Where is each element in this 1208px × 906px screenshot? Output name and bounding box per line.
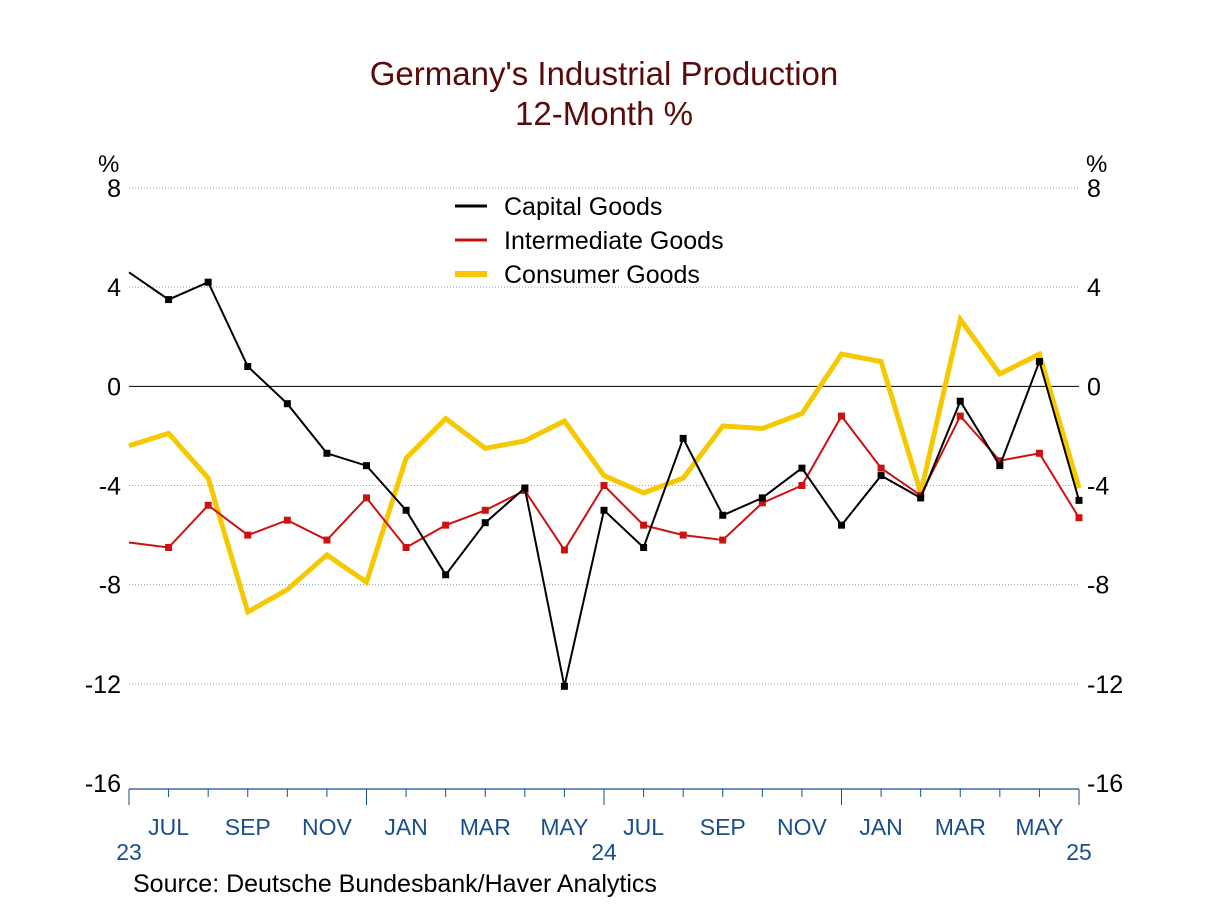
data-point-intermediate-goods	[204, 501, 212, 509]
y-tick-label-right: 0	[1087, 373, 1101, 401]
data-point-capital-goods	[560, 682, 568, 690]
data-point-capital-goods	[283, 400, 291, 408]
data-point-capital-goods	[402, 506, 410, 514]
data-point-intermediate-goods	[877, 464, 885, 472]
x-month-label: NOV	[777, 814, 828, 840]
data-point-capital-goods	[679, 434, 687, 442]
x-month-label: JUL	[623, 814, 664, 840]
x-month-label: MAR	[935, 814, 986, 840]
data-point-capital-goods	[204, 278, 212, 286]
series-layer	[128, 271, 1083, 690]
y-tick-label-left: -12	[85, 671, 121, 699]
y-tick-label-right: -8	[1087, 572, 1109, 600]
y-tick-label-left: 0	[107, 373, 121, 401]
data-point-capital-goods	[758, 494, 766, 502]
y-axis-unit-left: %	[98, 151, 119, 178]
data-point-capital-goods	[442, 571, 450, 579]
data-point-capital-goods	[521, 484, 529, 492]
data-point-capital-goods	[1075, 496, 1083, 504]
y-tick-label-left: 8	[107, 175, 121, 203]
data-point-intermediate-goods	[640, 521, 648, 529]
data-point-capital-goods	[244, 363, 252, 370]
y-tick-label-right: -16	[1087, 770, 1123, 798]
data-point-intermediate-goods	[244, 531, 252, 539]
source-note: Source: Deutsche Bundesbank/Haver Analyt…	[133, 870, 657, 898]
data-point-intermediate-goods	[1035, 449, 1043, 457]
data-point-intermediate-goods	[323, 536, 331, 544]
y-tick-label-right: 4	[1087, 274, 1101, 302]
x-year-label: 25	[1066, 839, 1092, 865]
data-point-capital-goods	[996, 462, 1004, 470]
axes: 8 8 4 4 0 0 -4 -4 -8 -8 -12 -12 -16 -16% % JUL SEP NOV JAN…	[85, 151, 1123, 865]
data-point-capital-goods	[719, 511, 727, 519]
legend-label: Intermediate Goods	[504, 227, 724, 255]
data-point-capital-goods	[877, 472, 885, 480]
x-month-label: MAY	[1015, 814, 1063, 840]
x-year-label: 24	[591, 839, 617, 865]
data-point-capital-goods	[323, 449, 331, 457]
data-point-capital-goods	[798, 464, 806, 472]
x-month-label: SEP	[225, 814, 271, 840]
y-tick-label-left: 4	[107, 274, 121, 302]
data-point-capital-goods	[838, 521, 845, 529]
data-point-intermediate-goods	[798, 482, 806, 489]
y-tick-label-right: -12	[1087, 671, 1123, 699]
data-point-intermediate-goods	[165, 543, 173, 551]
data-point-intermediate-goods	[719, 536, 727, 544]
data-point-intermediate-goods	[838, 412, 845, 420]
x-month-label: MAY	[540, 814, 588, 840]
y-tick-label-left: -16	[85, 770, 121, 798]
data-point-capital-goods	[600, 506, 608, 514]
data-point-intermediate-goods	[560, 546, 568, 554]
data-point-capital-goods	[1035, 358, 1043, 366]
legend-label: Capital Goods	[504, 193, 662, 221]
y-tick-label-left: -4	[99, 473, 121, 501]
data-point-intermediate-goods	[442, 521, 450, 529]
x-month-label: JAN	[384, 814, 427, 840]
x-month-label: JUL	[148, 814, 189, 840]
y-tick-label-right: -4	[1087, 473, 1109, 501]
y-tick-label-left: -8	[99, 572, 121, 600]
legend-label: Consumer Goods	[504, 261, 700, 289]
data-point-capital-goods	[956, 397, 964, 405]
data-point-capital-goods	[917, 494, 925, 502]
data-point-intermediate-goods	[1075, 514, 1083, 522]
data-point-capital-goods	[481, 519, 489, 527]
data-point-capital-goods	[640, 543, 648, 551]
chart-subtitle: 12-Month %	[515, 95, 693, 132]
data-point-intermediate-goods	[679, 531, 687, 539]
x-month-label: MAR	[460, 814, 511, 840]
series-line-capital-goods	[128, 271, 1080, 687]
data-point-intermediate-goods	[481, 506, 489, 514]
y-tick-label-right: 8	[1087, 175, 1101, 203]
data-point-intermediate-goods	[996, 457, 1004, 465]
data-point-intermediate-goods	[600, 482, 608, 489]
x-month-label: JAN	[859, 814, 902, 840]
data-point-intermediate-goods	[283, 516, 291, 524]
x-month-label: SEP	[700, 814, 746, 840]
legend: Capital Goods Intermediate Goods Consumer …	[455, 193, 724, 289]
y-axis-unit-right: %	[1086, 151, 1107, 178]
x-year-label: 23	[116, 839, 142, 865]
data-point-capital-goods	[363, 462, 370, 470]
data-point-intermediate-goods	[402, 543, 410, 551]
data-point-intermediate-goods	[758, 499, 766, 507]
data-point-intermediate-goods	[956, 412, 964, 420]
chart-title: Germany's Industrial Production	[369, 55, 839, 92]
x-month-label: NOV	[302, 814, 353, 840]
data-point-capital-goods	[165, 296, 173, 304]
data-point-intermediate-goods	[363, 494, 370, 502]
